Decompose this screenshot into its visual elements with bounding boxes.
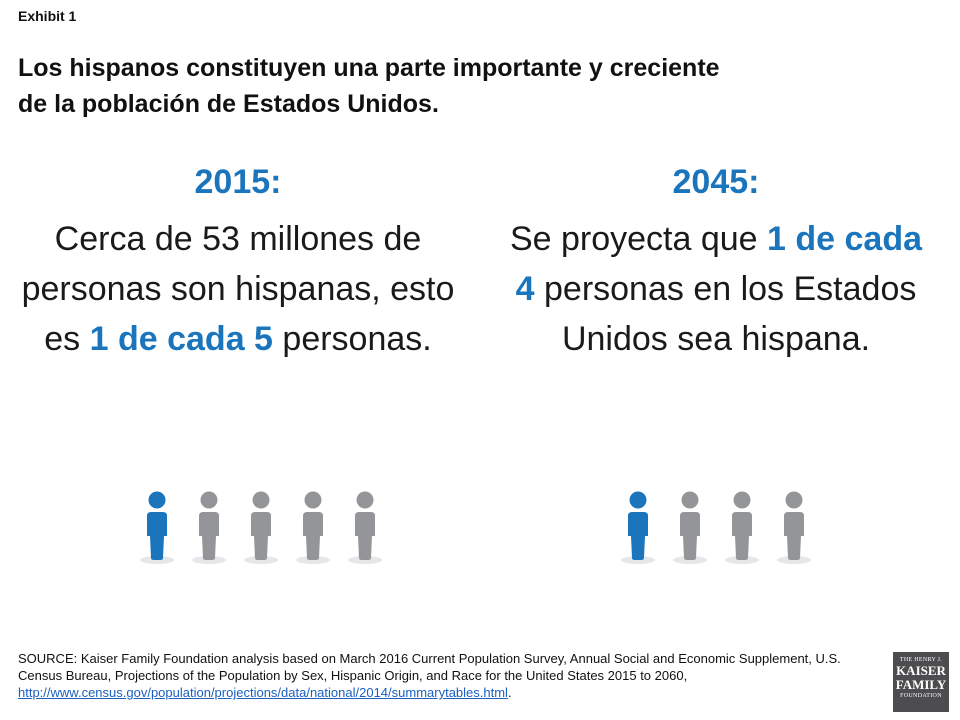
person-icon [776,490,812,570]
statement-2045: Se proyecta que 1 de cada 4 personas en … [496,214,936,364]
logo-line-1: THE HENRY J. [899,657,943,663]
logo-line-3: FAMILY [895,677,947,692]
statement-2015-text: Cerca de 53 millones de personas son his… [21,220,455,358]
statement-2045-text: Se proyecta que [509,220,768,258]
statement-2015: Cerca de 53 millones de personas son his… [18,214,458,364]
people-row-2045 [620,490,812,570]
statement-2015-end: personas. [272,320,432,358]
person-icon [191,490,227,570]
person-icon [347,490,383,570]
kff-logo: THE HENRY J. KAISER FAMILY FOUNDATION [893,652,949,712]
logo-line-2: KAISER [896,663,946,678]
statement-2015-highlight: 1 de cada 5 [89,320,273,358]
statement-2045-end: personas en los Estados Unidos sea hispa… [534,270,917,358]
column-2045: 2045: Se proyecta que 1 de cada 4 person… [496,160,936,364]
headline-line-2: de la población de Estados Unidos. [18,90,439,118]
person-icon [295,490,331,570]
person-icon [243,490,279,570]
person-icon [724,490,760,570]
source-note: SOURCE: Kaiser Family Foundation analysi… [18,650,848,701]
statement-2045-highlight: 1 de cada 4 [515,220,923,308]
year-2015: 2015: [194,163,282,201]
exhibit-label: Exhibit 1 [18,8,77,24]
people-row-2015 [139,490,383,570]
headline: Los hispanos constituyen una parte impor… [18,50,938,122]
headline-line-1: Los hispanos constituyen una parte impor… [18,54,720,82]
person-icon [672,490,708,570]
year-2045: 2045: [672,163,760,201]
source-end: . [507,685,512,700]
column-2015: 2015: Cerca de 53 millones de personas s… [18,160,458,364]
person-icon-highlighted [139,490,175,570]
source-text: SOURCE: Kaiser Family Foundation analysi… [18,651,841,683]
person-icon-highlighted [620,490,656,570]
logo-line-4: FOUNDATION [900,693,942,699]
source-link[interactable]: http://www.census.gov/population/project… [18,685,508,700]
